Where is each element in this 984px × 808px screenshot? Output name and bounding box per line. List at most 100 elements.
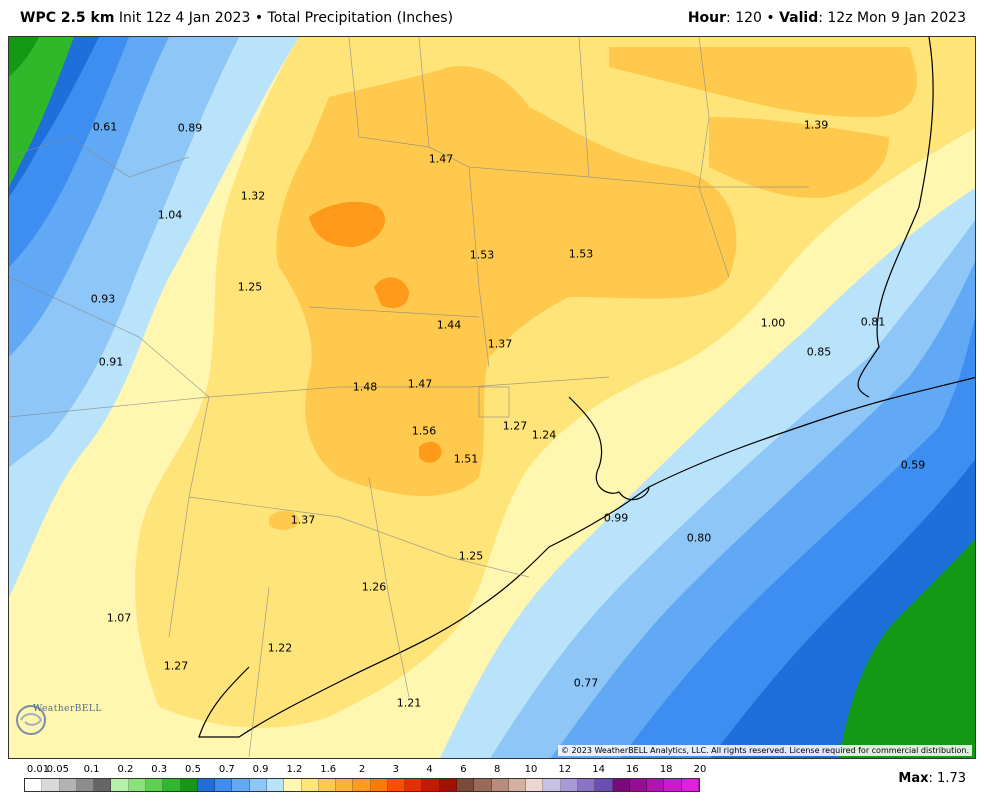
precip-value-label: 1.25	[458, 549, 484, 563]
init-text: Init 12z 4 Jan 2023	[118, 10, 251, 26]
colorbar-swatch	[232, 779, 250, 791]
colorbar-tick-label: 0.5	[185, 764, 201, 775]
hour-label: Hour	[687, 10, 727, 26]
precip-value-label: 0.59	[900, 458, 926, 472]
field-name: Total Precipitation (Inches)	[267, 10, 454, 26]
hour-value: : 120	[726, 10, 762, 26]
colorbar-swatch	[491, 779, 509, 791]
colorbar-swatch	[301, 779, 319, 791]
colorbar-tick-label: 1.6	[320, 764, 337, 775]
colorbar-tick-label: 10	[524, 764, 538, 775]
max-value-text: : 1.73	[928, 771, 966, 786]
colorbar-swatch	[422, 779, 440, 791]
colorbar-swatch	[266, 779, 285, 791]
precip-value-label: 0.77	[573, 676, 599, 690]
colorbar-tick-label: 20	[693, 764, 707, 775]
colorbar-swatch	[94, 779, 112, 791]
precip-value-label: 1.24	[531, 428, 557, 442]
colorbar-swatch	[249, 779, 267, 791]
precip-value-label: 0.85	[806, 345, 832, 359]
header-separator-2: •	[766, 10, 775, 26]
colorbar-swatch	[439, 779, 458, 791]
colorbar-labels: 0.01 0.05 0.1 0.2 0.3 0.5 0.7 0.9 1.2 1.6 2 3 4 6 8 10 1…	[24, 764, 707, 778]
precip-value-label: 0.91	[98, 355, 124, 369]
colorbar-tick-label: 0.7	[218, 764, 235, 775]
colorbar-swatch	[128, 779, 146, 791]
colorbar-tick-label: 3	[392, 764, 399, 775]
precip-value-label: 1.07	[106, 611, 132, 625]
valid-label: Valid	[779, 10, 819, 26]
colorbar-swatch	[180, 779, 198, 791]
colorbar-swatch	[197, 779, 216, 791]
map-shading	[9, 37, 975, 758]
colorbar-tick-label: 16	[626, 764, 639, 775]
colorbar-swatch	[560, 779, 578, 791]
colorbar-swatch	[612, 779, 630, 791]
max-value: Max: 1.73	[898, 771, 966, 786]
precip-value-label: 1.56	[411, 424, 437, 438]
colorbar-swatch	[508, 779, 527, 791]
colorbar-swatch	[457, 779, 475, 791]
precip-value-label: 0.81	[860, 315, 886, 329]
precip-value-label: 1.26	[361, 580, 387, 594]
colorbar	[24, 778, 700, 792]
precip-value-label: 1.04	[157, 208, 183, 222]
precip-value-label: 1.47	[407, 377, 433, 391]
colorbar-tick-label: 1.2	[286, 764, 303, 775]
precip-value-label: 0.89	[177, 121, 203, 135]
precip-value-label: 1.32	[240, 189, 266, 203]
model-name: WPC 2.5 km	[20, 10, 115, 26]
map-header: WPC 2.5 km Init 12z 4 Jan 2023 • Total P…	[0, 0, 984, 36]
colorbar-tick-label: 0.9	[252, 764, 269, 775]
colorbar-tick-label: 6	[460, 764, 467, 775]
precip-value-label: 1.37	[290, 513, 316, 527]
colorbar-swatch	[474, 779, 492, 791]
precip-value-label: 1.21	[396, 696, 422, 710]
header-separator: •	[254, 10, 264, 26]
valid-value: : 12z Mon 9 Jan 2023	[818, 10, 966, 26]
colorbar-tick-label: 0.2	[117, 764, 134, 775]
colorbar-tick-label: 18	[659, 764, 673, 775]
precip-value-label: 0.99	[603, 511, 629, 525]
precip-value-label: 0.80	[686, 531, 712, 545]
colorbar-tick-label: 4	[426, 764, 433, 775]
precip-value-label: 1.22	[267, 641, 293, 655]
precip-value-label: 1.00	[760, 316, 786, 330]
colorbar-swatch	[578, 779, 596, 791]
precip-value-label: 1.51	[453, 452, 479, 466]
colorbar-swatch	[405, 779, 423, 791]
colorbar-swatch	[353, 779, 371, 791]
colorbar-swatch	[387, 779, 406, 791]
colorbar-tick-label: 12	[558, 764, 572, 775]
colorbar-swatch	[284, 779, 302, 791]
colorbar-tick-label: 2	[358, 764, 366, 775]
precip-value-label: 1.47	[428, 152, 454, 166]
colorbar-tick-label: 8	[494, 764, 501, 775]
colorbar-swatch	[76, 779, 95, 791]
colorbar-tick-label: 0.3	[151, 764, 168, 775]
max-label-text: Max	[898, 771, 929, 786]
precip-value-label: 1.27	[502, 419, 528, 433]
colorbar-tick-label: 0.1	[83, 764, 100, 775]
precip-value-label: 1.44	[436, 318, 462, 332]
colorbar-swatch	[25, 779, 43, 791]
header-right: Hour: 120 • Valid: 12z Mon 9 Jan 2023	[688, 0, 966, 36]
colorbar-tick-label: 0.01	[26, 764, 50, 775]
logo-text: WeatherBELL	[33, 704, 102, 714]
colorbar-tick-label: 0.05	[46, 764, 69, 775]
colorbar-swatch	[59, 779, 77, 791]
precip-value-label: 1.27	[163, 659, 189, 673]
colorbar-swatch	[215, 779, 233, 791]
precip-value-label: 1.39	[803, 118, 829, 132]
colorbar-swatch	[664, 779, 682, 791]
colorbar-swatch	[595, 779, 613, 791]
colorbar-tick-label: 14	[592, 764, 605, 775]
colorbar-swatch	[629, 779, 648, 791]
colorbar-swatch	[543, 779, 561, 791]
colorbar-swatch	[145, 779, 164, 791]
precip-value-label: 1.53	[469, 248, 495, 262]
colorbar-swatch	[111, 779, 129, 791]
colorbar-swatch	[336, 779, 354, 791]
precip-value-label: 1.37	[487, 337, 513, 351]
precip-value-label: 1.48	[352, 380, 378, 394]
